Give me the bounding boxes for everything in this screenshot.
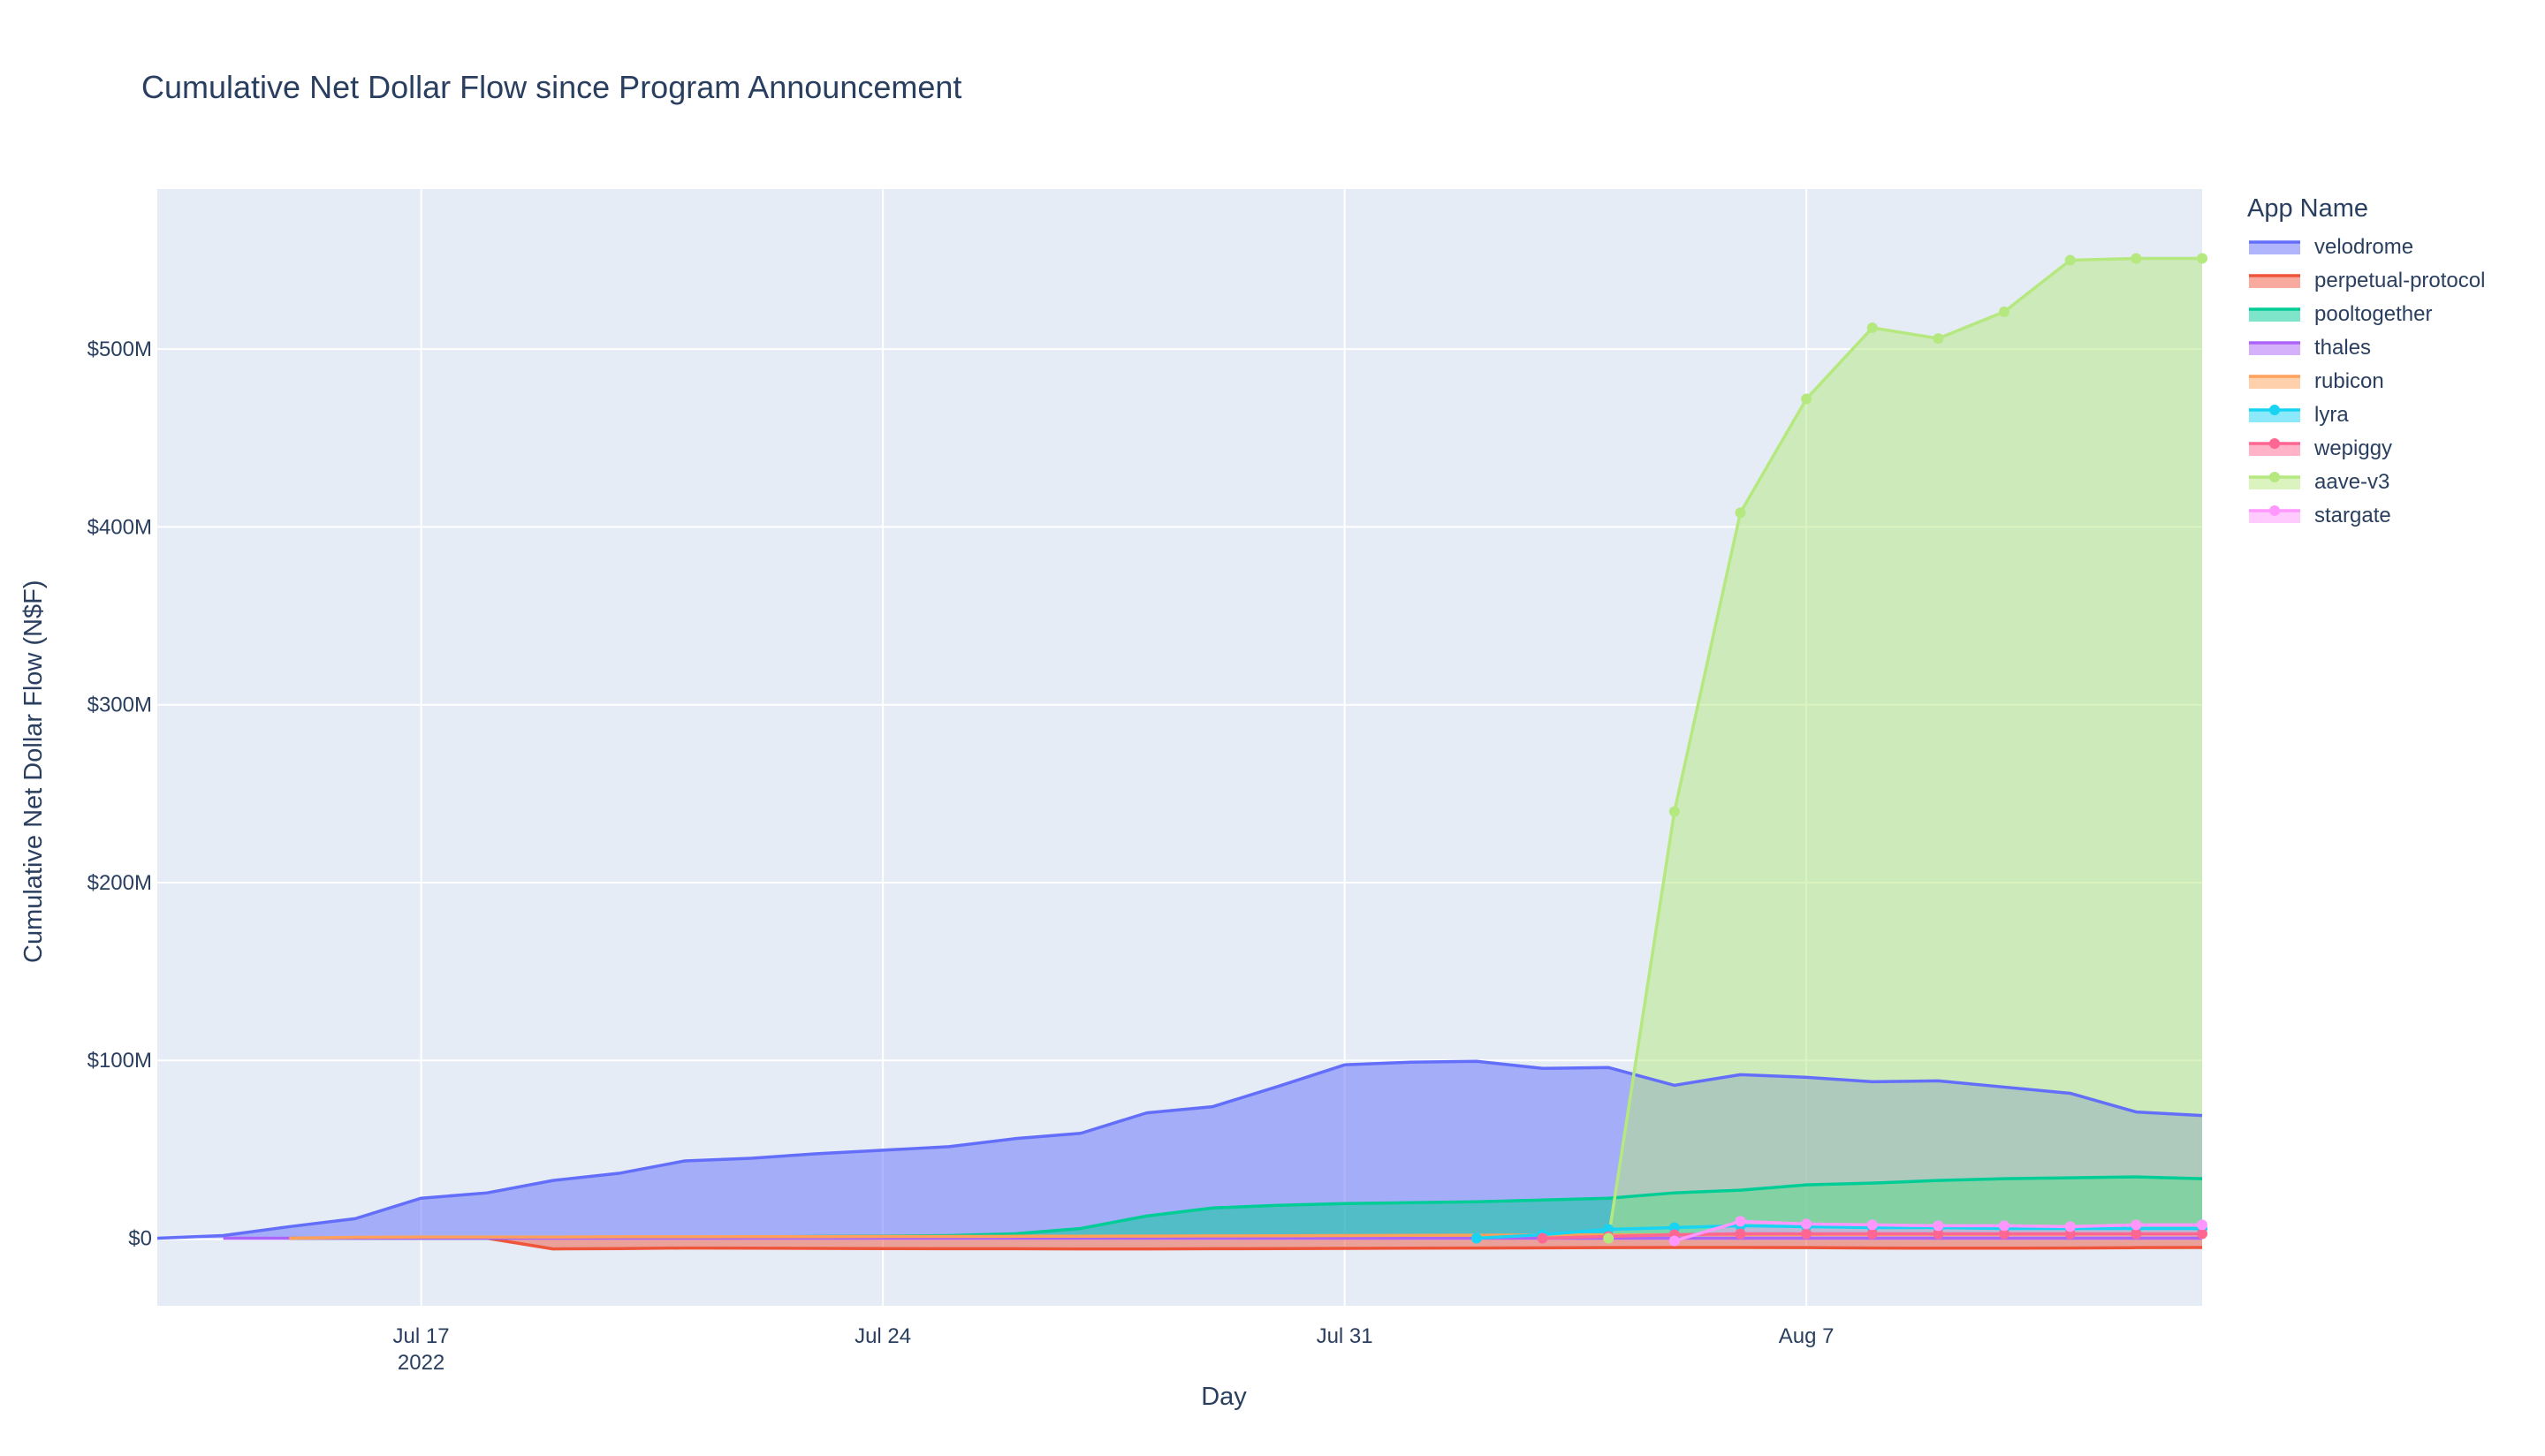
axis-ticks: $0 $100M $200M $300M $400M $500M Jul 17 2022 Jul…: [87, 337, 1835, 1375]
chart-title: Cumulative Net Dollar Flow since Program…: [141, 69, 962, 105]
point-aave-v3[interactable]: [1668, 806, 1680, 817]
point-aave-v3[interactable]: [1735, 507, 1746, 519]
legend-item-thales[interactable]: thales: [2247, 331, 2485, 365]
x-tick-label: Jul 17: [393, 1324, 450, 1348]
legend-item-stargate[interactable]: stargate: [2247, 499, 2485, 533]
legend: App Name velodrome perpetual-protocol pool…: [2247, 194, 2485, 533]
x-tick-label: Aug 7: [1779, 1324, 1835, 1348]
y-tick-label: $200M: [87, 871, 152, 895]
legend-item-aave-v3[interactable]: aave-v3: [2247, 466, 2485, 499]
point-stargate[interactable]: [1933, 1220, 1944, 1232]
line-velodrome[interactable]: [156, 1059, 2203, 1240]
y-tick-label: $400M: [87, 515, 152, 539]
point-wepiggy[interactable]: [2131, 1228, 2142, 1240]
legend-swatch-stargate: [2249, 505, 2300, 523]
point-wepiggy[interactable]: [2197, 1228, 2207, 1240]
x-axis-title: Day: [1201, 1383, 1247, 1411]
x-tick-label: Jul 31: [1317, 1324, 1373, 1348]
area-aave-v3: [1608, 258, 2202, 1239]
point-aave-v3[interactable]: [1866, 322, 1878, 333]
legend-label: stargate: [2314, 504, 2391, 527]
legend-item-wepiggy[interactable]: wepiggy: [2247, 432, 2485, 466]
point-wepiggy[interactable]: [1933, 1228, 1944, 1240]
point-wepiggy[interactable]: [1999, 1228, 2010, 1240]
legend-item-rubicon[interactable]: rubicon: [2247, 365, 2485, 398]
series-lines: [156, 256, 2203, 1251]
point-aave-v3[interactable]: [1603, 1232, 1614, 1244]
legend-item-pooltogether[interactable]: pooltogether: [2247, 298, 2485, 331]
legend-label: wepiggy: [2314, 436, 2393, 460]
legend-label: velodrome: [2314, 235, 2414, 259]
legend-swatch-perpetual-protocol: [2249, 274, 2300, 288]
line-perpetual-protocol[interactable]: [289, 1236, 2203, 1251]
legend-swatch-aave-v3: [2249, 472, 2300, 489]
line-lyra[interactable]: [1476, 1224, 2202, 1240]
point-wepiggy[interactable]: [1801, 1228, 1812, 1240]
point-stargate[interactable]: [1801, 1218, 1812, 1230]
point-stargate[interactable]: [2131, 1219, 2142, 1231]
legend-swatch-thales: [2249, 341, 2300, 355]
legend-swatch-pooltogether: [2249, 307, 2300, 322]
legend-title: App Name: [2247, 194, 2369, 223]
point-stargate[interactable]: [1866, 1219, 1878, 1231]
legend-swatch-velodrome: [2249, 240, 2300, 254]
x-tick-sublabel: 2022: [398, 1351, 444, 1375]
y-tick-label: $0: [128, 1227, 152, 1251]
legend-item-perpetual-protocol[interactable]: perpetual-protocol: [2247, 264, 2485, 298]
legend-item-velodrome[interactable]: velodrome: [2247, 231, 2485, 264]
y-axis-title: Cumulative Net Dollar Flow (N$F): [19, 580, 48, 964]
legend-item-lyra[interactable]: lyra: [2247, 398, 2485, 432]
point-stargate[interactable]: [1668, 1235, 1680, 1247]
legend-label: perpetual-protocol: [2314, 269, 2486, 292]
point-lyra[interactable]: [1470, 1232, 1482, 1244]
point-aave-v3[interactable]: [2131, 253, 2142, 264]
point-wepiggy[interactable]: [1866, 1228, 1878, 1240]
point-aave-v3[interactable]: [1933, 333, 1944, 345]
y-tick-label: $100M: [87, 1049, 152, 1073]
point-aave-v3[interactable]: [2197, 253, 2207, 264]
y-tick-label: $300M: [87, 694, 152, 717]
legend-label: pooltogether: [2314, 302, 2433, 326]
point-stargate[interactable]: [2064, 1221, 2076, 1232]
line-aave-v3[interactable]: [1607, 256, 2202, 1239]
y-tick-label: $500M: [87, 337, 152, 361]
legend-label: thales: [2314, 336, 2372, 360]
series-markers: [1470, 253, 2207, 1247]
x-tick-label: Jul 24: [855, 1324, 911, 1348]
point-wepiggy[interactable]: [1537, 1232, 1548, 1244]
legend-swatch-wepiggy: [2249, 438, 2300, 456]
point-aave-v3[interactable]: [2064, 254, 2076, 266]
legend-swatch-rubicon: [2249, 375, 2300, 389]
legend-label: lyra: [2314, 403, 2349, 427]
point-aave-v3[interactable]: [1999, 306, 2010, 317]
point-stargate[interactable]: [1999, 1220, 2010, 1232]
point-stargate[interactable]: [2197, 1219, 2207, 1231]
point-stargate[interactable]: [1735, 1216, 1746, 1227]
legend-label: aave-v3: [2314, 470, 2390, 494]
legend-label: rubicon: [2314, 369, 2384, 393]
legend-swatch-lyra: [2249, 405, 2300, 422]
point-wepiggy[interactable]: [1735, 1228, 1746, 1240]
legend-items: velodrome perpetual-protocol pooltogether t…: [2247, 231, 2485, 533]
point-aave-v3[interactable]: [1801, 393, 1812, 405]
